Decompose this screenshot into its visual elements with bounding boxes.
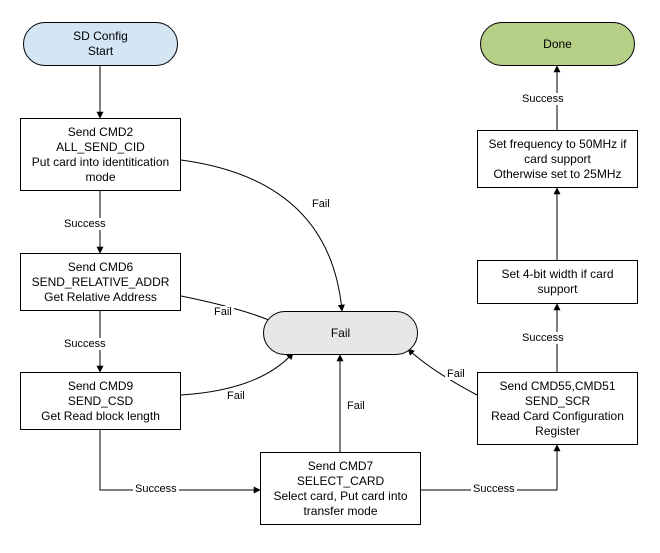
step-setfreq-text: Set frequency to 50MHz ifcard supportOth… xyxy=(488,137,626,182)
edge-label-success-2: Success xyxy=(62,338,108,350)
step-cmd7: Send CMD7SELECT_CARDSelect card, Put car… xyxy=(260,452,421,525)
edge-label-success-4: Success xyxy=(471,483,517,495)
edge-label-fail-3: Fail xyxy=(225,390,247,402)
terminal-start-label: SD ConfigStart xyxy=(73,29,128,59)
terminal-fail: Fail xyxy=(263,311,418,355)
step-cmd55: Send CMD55,CMD51SEND_SCRRead Card Config… xyxy=(477,372,638,445)
edge-label-fail-5: Fail xyxy=(445,368,467,380)
edge-label-fail-2: Fail xyxy=(212,306,234,318)
step-cmd2-text: Send CMD2ALL_SEND_CIDPut card into ident… xyxy=(32,125,169,185)
step-cmd6: Send CMD6SEND_RELATIVE_ADDRGet Relative … xyxy=(20,253,181,311)
step-cmd9: Send CMD9SEND_CSDGet Read block length xyxy=(20,372,181,430)
step-set4bit: Set 4-bit width if cardsupport xyxy=(477,260,638,304)
edge-label-fail-4: Fail xyxy=(345,400,367,412)
edge-label-success-1: Success xyxy=(62,218,108,230)
step-cmd7-text: Send CMD7SELECT_CARDSelect card, Put car… xyxy=(273,459,407,519)
step-cmd2: Send CMD2ALL_SEND_CIDPut card into ident… xyxy=(20,118,181,191)
step-setfreq: Set frequency to 50MHz ifcard supportOth… xyxy=(477,130,638,188)
step-cmd55-text: Send CMD55,CMD51SEND_SCRRead Card Config… xyxy=(491,379,624,439)
edge-label-success-6: Success xyxy=(520,93,566,105)
terminal-start: SD ConfigStart xyxy=(23,22,178,66)
step-cmd9-text: Send CMD9SEND_CSDGet Read block length xyxy=(41,379,160,424)
step-cmd6-text: Send CMD6SEND_RELATIVE_ADDRGet Relative … xyxy=(32,260,170,305)
edge-label-success-3: Success xyxy=(133,483,179,495)
terminal-done-label: Done xyxy=(543,37,572,52)
terminal-done: Done xyxy=(480,22,635,66)
edge-label-fail-1: Fail xyxy=(310,198,332,210)
step-set4bit-text: Set 4-bit width if cardsupport xyxy=(501,267,613,297)
edge-label-success-5: Success xyxy=(520,332,566,344)
terminal-fail-label: Fail xyxy=(331,326,350,341)
